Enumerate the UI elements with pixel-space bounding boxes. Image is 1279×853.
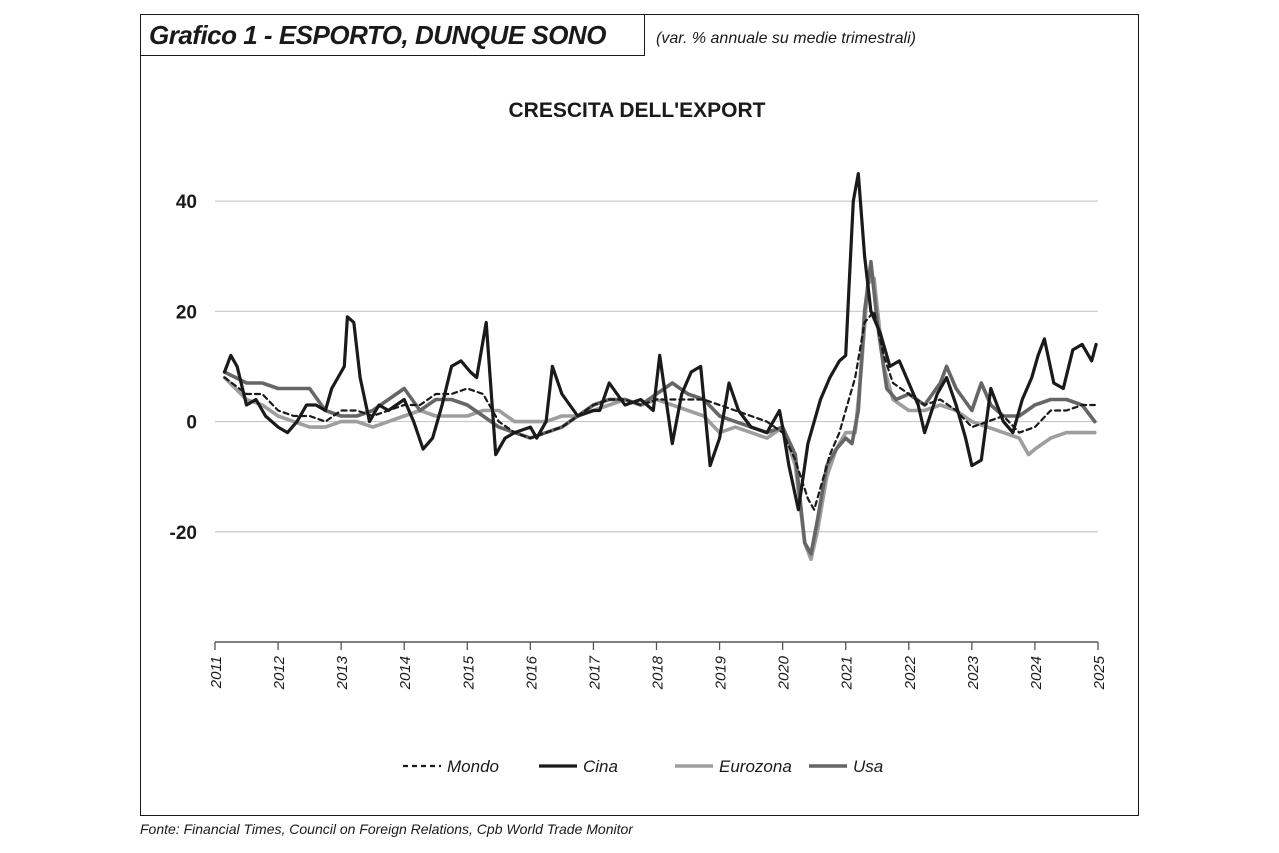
x-tick-label: 2013 [334, 655, 351, 690]
source-note: Fonte: Financial Times, Council on Forei… [140, 821, 633, 837]
x-tick-label: 2025 [1091, 655, 1108, 690]
y-tick-label: 40 [176, 192, 197, 213]
legend-label-usa: Usa [853, 757, 883, 776]
x-tick-label: 2018 [650, 655, 667, 690]
series-line-cina [222, 172, 1098, 512]
x-tick-label: 2022 [902, 655, 919, 690]
x-tick-label: 2012 [271, 655, 288, 690]
x-tick-label: 2021 [839, 656, 856, 690]
x-tick-label: 2011 [208, 656, 225, 689]
legend-label-mondo: Mondo [447, 757, 499, 776]
chart-title: CRESCITA DELL'EXPORT [508, 99, 765, 122]
title-box: Grafico 1 - ESPORTO, DUNQUE SONO [140, 14, 645, 56]
series-line-usa [222, 259, 1097, 556]
x-tick-label: 2017 [586, 655, 603, 690]
x-tick-label: 2020 [776, 655, 793, 690]
x-tick-label: 2015 [460, 655, 477, 690]
legend-label-eurozona: Eurozona [719, 757, 792, 776]
x-tick-label: 2023 [965, 655, 982, 690]
figure-subtitle: (var. % annuale su medie trimestrali) [656, 30, 916, 47]
figure-title: Grafico 1 - ESPORTO, DUNQUE SONO [149, 20, 606, 50]
y-tick-label: 20 [176, 302, 197, 323]
gridlines [215, 200, 1098, 533]
x-tick-label: 2014 [397, 656, 414, 690]
legend-label-cina: Cina [583, 757, 618, 776]
y-tick-label: -20 [170, 523, 197, 544]
y-tick-label: 0 [186, 413, 197, 434]
x-tick-label: 2024 [1028, 656, 1045, 690]
x-tick-label: 2019 [713, 655, 730, 690]
series-lines [222, 172, 1098, 562]
x-tick-label: 2016 [523, 655, 540, 690]
axes: 40 20 0 -20 2011 2012 2013 2014 2015 2016 2017 2018… [170, 192, 1108, 690]
legend: Mondo Cina Eurozona Usa [403, 757, 883, 776]
